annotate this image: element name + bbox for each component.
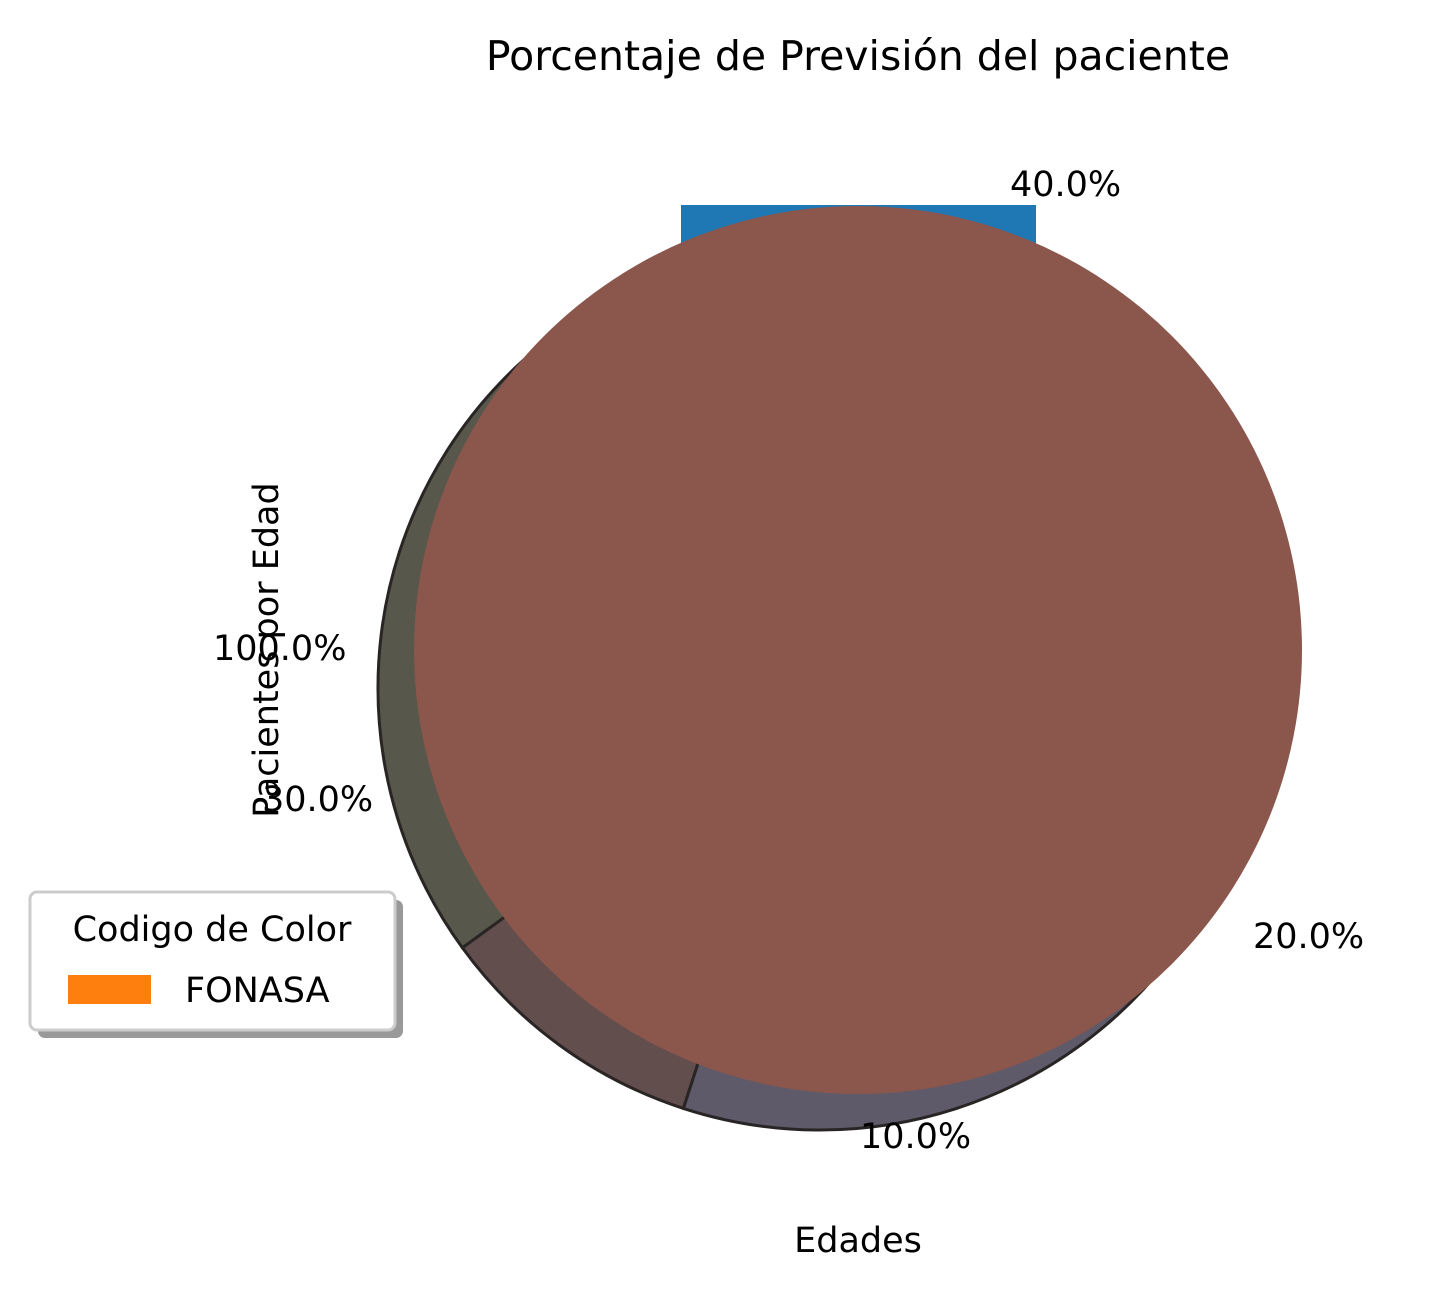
pct-label-40: 40.0% — [1010, 165, 1121, 205]
legend: Codigo de Color FONASA — [28, 890, 403, 1038]
slice-100 — [414, 206, 1302, 1094]
pct-label-10: 10.0% — [860, 1117, 971, 1157]
pct-label-30: 30.0% — [262, 780, 373, 820]
pct-label-100: 100.0% — [213, 629, 346, 669]
y-axis-label: Pacientes por Edad — [247, 482, 287, 817]
pct-label-20: 20.0% — [1253, 917, 1364, 957]
legend-swatch-fonasa — [68, 975, 151, 1004]
legend-label-fonasa: FONASA — [185, 971, 330, 1011]
chart-title: Porcentaje de Previsión del paciente — [486, 32, 1230, 80]
legend-title: Codigo de Color — [73, 910, 352, 950]
x-axis-label: Edades — [794, 1221, 922, 1261]
